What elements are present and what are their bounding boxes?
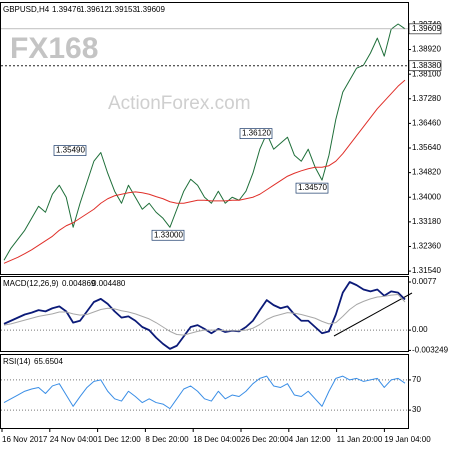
readout: 1.39476	[52, 5, 81, 14]
x-tick-label: 16 Nov 2017	[2, 435, 48, 444]
x-tick-label: 19 Jan 04:00	[384, 435, 431, 444]
annotation-box	[295, 182, 329, 194]
annotation-box	[151, 229, 185, 241]
x-tick-label: 18 Dec 04:00	[193, 435, 241, 444]
macd-panel-frame	[0, 276, 409, 352]
y-tick-label: 1.33180	[412, 217, 441, 226]
readout: 0.004480	[92, 279, 126, 288]
trend-line	[333, 292, 413, 337]
y-tick-label: 0.0077	[412, 277, 437, 286]
last-price-box	[408, 23, 442, 35]
readout: 1.39153	[108, 5, 137, 14]
x-tick-label: 4 Jan 12:00	[289, 435, 331, 444]
readout: 1.39609	[136, 5, 165, 14]
plot-layer: 1.31540 1.32360 1.33180 1.34000 1.34820 1.356…	[1, 5, 449, 444]
annotation-box	[53, 145, 87, 156]
level-label: 1.38380	[412, 61, 441, 70]
y-tick-label: 1.37280	[412, 94, 441, 103]
series-line	[3, 375, 406, 410]
x-tick-label: 24 Nov 04:00	[50, 435, 98, 444]
y-tick-label: 30	[412, 405, 421, 414]
readout: 1.39612	[80, 5, 109, 14]
y-tick-label: 1.34820	[412, 168, 441, 177]
y-tick-label: 1.36460	[412, 118, 441, 127]
y-tick-label: 1.35640	[412, 143, 441, 152]
panel-title: MACD(12,26,9)	[3, 279, 59, 288]
series-line	[3, 79, 406, 264]
y-tick-label: 70	[412, 375, 421, 384]
series-line	[3, 23, 406, 261]
x-tick-label: 26 Dec 20:00	[241, 435, 289, 444]
price-panel-frame	[0, 2, 409, 275]
y-tick-label: 1.38100	[412, 69, 441, 78]
y-tick-label: 1.31540	[412, 266, 441, 275]
y-tick-label: 1.32360	[412, 242, 441, 251]
annotation-label: 1.35490	[56, 146, 85, 155]
annotation-box	[239, 128, 273, 139]
series-line	[3, 281, 406, 350]
y-tick-label: 0.00	[412, 325, 428, 334]
annotation-label: 1.34570	[298, 183, 327, 192]
series-line	[3, 294, 406, 336]
panel-title: RSI(14)	[3, 357, 31, 366]
last-price-label: 1.39609	[412, 24, 441, 33]
readout: 65.6504	[34, 357, 63, 366]
panel-title: GBPUSD,H4	[3, 5, 50, 14]
annotation-label: 1.33000	[154, 230, 183, 239]
level-box	[408, 60, 442, 72]
x-tick-label: 11 Jan 20:00	[337, 435, 383, 444]
y-tick-label: 1.34000	[412, 192, 441, 201]
y-tick-label: 1.38920	[412, 45, 441, 54]
x-tick-label: 1 Dec 12:00	[98, 435, 142, 444]
readout: 0.004869	[62, 279, 96, 288]
annotation-label: 1.36120	[242, 129, 271, 138]
watermark: ActionForex.com	[108, 93, 251, 114]
x-tick-label: 8 Dec 20:00	[145, 435, 189, 444]
y-tick-label: -0.003249	[412, 346, 449, 355]
watermark: FX168	[10, 32, 98, 65]
rsi-panel-frame	[0, 354, 409, 429]
